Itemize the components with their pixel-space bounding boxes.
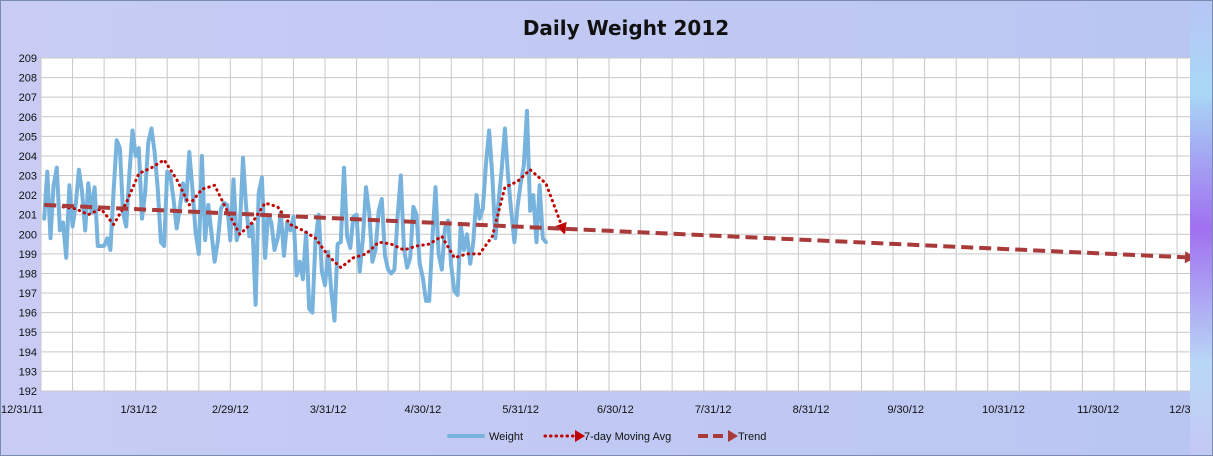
- y-tick-label: 209: [19, 53, 37, 65]
- y-tick-label: 208: [19, 73, 37, 85]
- x-tick-label: 3/31/12: [310, 404, 347, 416]
- legend-label: 7-day Moving Avg: [584, 431, 671, 443]
- x-tick-label: 2/29/12: [212, 404, 249, 416]
- x-tick-label: 9/30/12: [887, 404, 924, 416]
- y-tick-label: 201: [19, 210, 37, 222]
- legend: Weight 7-day Moving Avg Trend: [447, 430, 766, 443]
- y-tick-label: 206: [19, 112, 37, 124]
- y-tick-label: 193: [19, 366, 37, 378]
- y-tick-label: 199: [19, 249, 37, 261]
- x-tick-label: 12/31/12: [1169, 404, 1212, 416]
- x-axis-tick-labels: 12/31/11 1/31/12 2/29/12 3/31/12 4/30/12 5/31…: [1, 404, 1212, 416]
- x-tick-label: 5/31/12: [502, 404, 539, 416]
- x-tick-label: 10/31/12: [982, 404, 1025, 416]
- x-tick-label: 4/30/12: [404, 404, 441, 416]
- plot-area: [40, 57, 1197, 392]
- chart-title: Daily Weight 2012: [523, 16, 729, 40]
- y-tick-label: 207: [19, 92, 37, 104]
- y-tick-label: 196: [19, 308, 37, 320]
- legend-arrow: [728, 430, 738, 442]
- series-end-arrow: [555, 221, 567, 235]
- y-tick-label: 195: [19, 327, 37, 339]
- x-tick-label: 7/31/12: [695, 404, 732, 416]
- y-axis-tick-labels: 192 193 194 195 196 197 198 199 200 201 202 203 204 2…: [19, 53, 37, 398]
- x-tick-label: 12/31/11: [1, 404, 43, 416]
- y-tick-label: 194: [19, 347, 37, 359]
- y-tick-label: 203: [19, 171, 37, 183]
- series-layer: [42, 108, 1197, 323]
- y-tick-label: 200: [19, 229, 37, 241]
- series-end-arrow: [1184, 251, 1196, 264]
- series-line-trend: [44, 202, 1197, 260]
- y-tick-label: 197: [19, 288, 37, 300]
- x-tick-label: 8/31/12: [793, 404, 830, 416]
- legend-label: Trend: [738, 431, 766, 443]
- x-tick-label: 6/30/12: [597, 404, 634, 416]
- x-tick-label: 11/30/12: [1077, 404, 1119, 416]
- gridlines: [40, 57, 1196, 392]
- y-tick-label: 192: [19, 386, 37, 398]
- legend-label: Weight: [489, 431, 523, 443]
- legend-arrow: [575, 430, 585, 442]
- y-tick-label: 204: [19, 151, 37, 163]
- y-tick-label: 198: [19, 268, 37, 280]
- series-line-7-day-moving-avg: [61, 158, 567, 270]
- x-tick-label: 1/31/12: [120, 404, 157, 416]
- y-tick-label: 202: [19, 190, 37, 202]
- y-tick-label: 205: [19, 131, 37, 143]
